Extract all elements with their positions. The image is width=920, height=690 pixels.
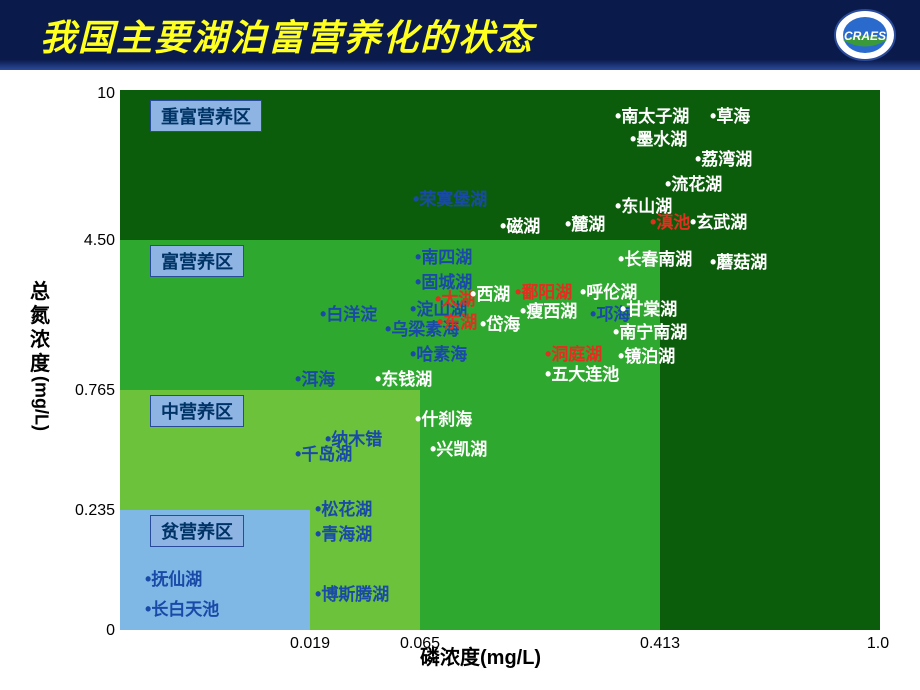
logo-text: CRAES bbox=[844, 29, 886, 43]
lake-point: •洱海 bbox=[295, 365, 335, 390]
lake-point: •东山湖 bbox=[615, 192, 672, 217]
lake-point: •墨水湖 bbox=[630, 125, 687, 150]
lake-point: •白洋淀 bbox=[320, 300, 377, 325]
lake-point: •岱海 bbox=[480, 310, 520, 335]
lake-point: •镜泊湖 bbox=[618, 342, 675, 367]
lake-point: •麓湖 bbox=[565, 210, 605, 235]
lake-point: •松花湖 bbox=[315, 495, 372, 520]
header: 我国主要湖泊富营养化的状态 CRAES bbox=[0, 0, 920, 70]
xtick: 1.0 bbox=[867, 635, 889, 653]
zone-label: 贫营养区 bbox=[150, 515, 244, 547]
zone-label: 重富营养区 bbox=[150, 100, 262, 132]
slide: 我国主要湖泊富营养化的状态 CRAES 10 4.50 0.765 0.235 … bbox=[0, 0, 920, 690]
lake-point: •流花湖 bbox=[665, 170, 722, 195]
lake-point: •什刹海 bbox=[415, 405, 472, 430]
lake-point: •纳木错 bbox=[325, 425, 382, 450]
lake-point: •兴凯湖 bbox=[430, 435, 487, 460]
ytick: 10 bbox=[75, 85, 115, 103]
xtick: 0.019 bbox=[290, 635, 330, 653]
lake-point: •长白天池 bbox=[145, 595, 219, 620]
logo: CRAES bbox=[825, 5, 905, 65]
lake-point: •甘棠湖 bbox=[620, 295, 677, 320]
lake-point: •抚仙湖 bbox=[145, 565, 202, 590]
zone-label: 富营养区 bbox=[150, 245, 244, 277]
lake-point: •南太子湖 bbox=[615, 102, 689, 127]
plot: 重富营养区富营养区中营养区贫营养区 •抚仙湖 •长白天池 •青海湖 •博斯腾湖 •松花湖 •… bbox=[120, 90, 880, 630]
y-axis-label: 总氮浓度(mg/L) bbox=[30, 280, 50, 437]
lake-point: •南四湖 bbox=[415, 243, 472, 268]
zone-label: 中营养区 bbox=[150, 395, 244, 427]
lake-point: •玄武湖 bbox=[690, 208, 747, 233]
lake-point: •草海 bbox=[710, 102, 750, 127]
ytick: 4.50 bbox=[75, 232, 115, 250]
ytick: 0.765 bbox=[75, 382, 115, 400]
lake-point: •长春南湖 bbox=[618, 245, 692, 270]
lake-point: •西湖 bbox=[470, 280, 510, 305]
lake-point: •蘑菇湖 bbox=[710, 248, 767, 273]
lake-point: •荣寞堡湖 bbox=[413, 185, 487, 210]
chart-area: 10 4.50 0.765 0.235 0 总氮浓度(mg/L) 重富营养区富营… bbox=[20, 80, 900, 675]
lake-point: •博斯腾湖 bbox=[315, 580, 389, 605]
page-title: 我国主要湖泊富营养化的状态 bbox=[40, 9, 534, 61]
lake-point: •南宁南湖 bbox=[613, 318, 687, 343]
lake-point: •瘦西湖 bbox=[520, 297, 577, 322]
ytick: 0 bbox=[75, 622, 115, 640]
lake-point: •东钱湖 bbox=[375, 365, 432, 390]
lake-point: •青海湖 bbox=[315, 520, 372, 545]
xtick: 0.413 bbox=[640, 635, 680, 653]
x-axis-label: 磷浓度(mg/L) bbox=[420, 641, 541, 670]
lake-point: •五大连池 bbox=[545, 360, 619, 385]
lake-point: •东湖 bbox=[437, 308, 477, 333]
lake-point: •哈素海 bbox=[410, 340, 467, 365]
ytick: 0.235 bbox=[75, 502, 115, 520]
lake-point: •磁湖 bbox=[500, 212, 540, 237]
lake-point: •荔湾湖 bbox=[695, 145, 752, 170]
